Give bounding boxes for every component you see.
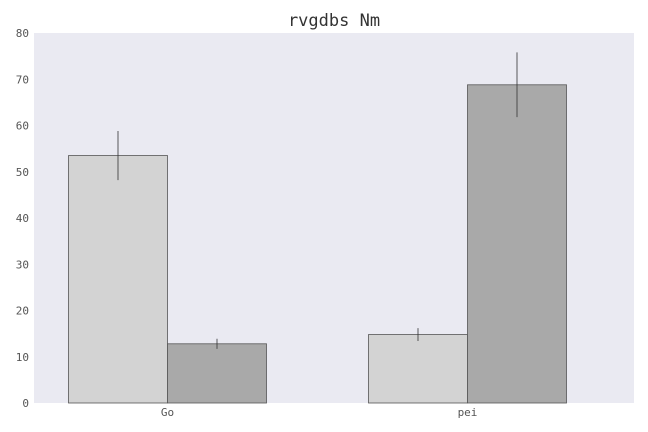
y-tick-label: 40 [16, 212, 29, 225]
bar [69, 156, 168, 403]
y-tick-label: 60 [16, 120, 29, 133]
bar [168, 344, 267, 403]
y-tick-label: 0 [22, 397, 29, 410]
y-tick-label: 10 [16, 351, 29, 364]
y-tick-label: 50 [16, 166, 29, 179]
y-tick-label: 70 [16, 73, 29, 86]
bar [468, 85, 567, 403]
y-axis-ticks: 0 10 20 30 40 50 60 70 80 [16, 27, 29, 410]
y-tick-label: 30 [16, 258, 29, 271]
chart-title: rvgdbs Nm [288, 11, 380, 31]
x-tick-label: pei [458, 406, 478, 419]
y-tick-label: 20 [16, 305, 29, 318]
x-tick-label: Go [161, 406, 174, 419]
x-axis-ticks: Go pei [161, 406, 478, 419]
bar [369, 335, 468, 403]
y-tick-label: 80 [16, 27, 29, 40]
